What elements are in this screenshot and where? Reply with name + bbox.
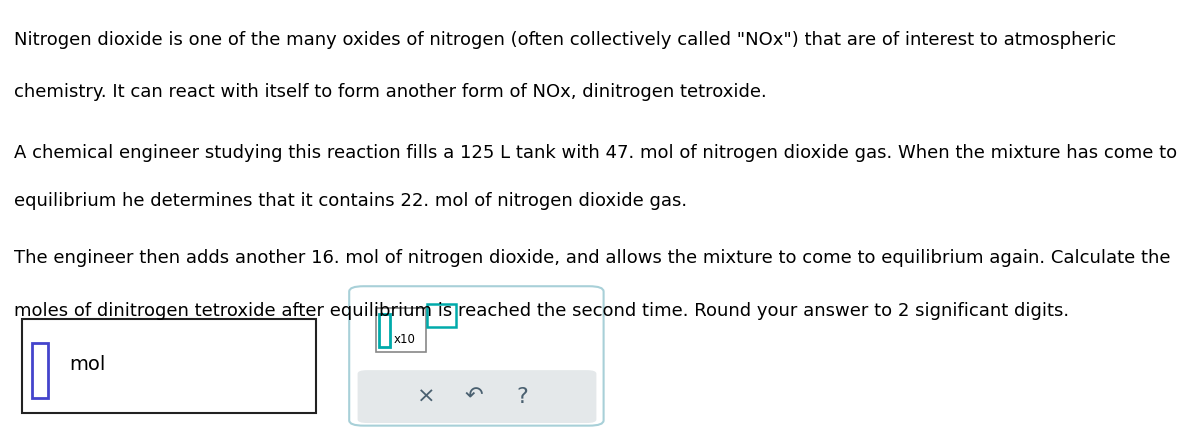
Text: equilibrium he determines that it contains 22. mol of nitrogen dioxide gas.: equilibrium he determines that it contai… [14, 192, 688, 210]
Text: mol: mol [70, 355, 106, 375]
Bar [22, 319, 316, 413]
Bar [32, 343, 48, 398]
Bar [376, 308, 426, 352]
Text: ×: × [416, 387, 436, 407]
Text: ↶: ↶ [464, 387, 484, 407]
Text: chemistry. It can react with itself to form another form of NOx, dinitrogen tetr: chemistry. It can react with itself to f… [14, 83, 767, 101]
Bar [379, 314, 390, 347]
Text: x10: x10 [394, 333, 415, 347]
Text: The engineer then adds another 16. mol of nitrogen dioxide, and allows the mixtu: The engineer then adds another 16. mol o… [14, 249, 1171, 267]
Text: moles of dinitrogen tetroxide after equilibrium is reached the second time. Roun: moles of dinitrogen tetroxide after equi… [14, 302, 1069, 319]
Text: A chemical engineer studying this reaction fills a 125 L tank with 47. mol of ni: A chemical engineer studying this reacti… [14, 144, 1177, 162]
Text: ?: ? [516, 387, 528, 407]
Bar [427, 304, 456, 327]
FancyBboxPatch shape [358, 370, 596, 423]
Text: Nitrogen dioxide is one of the many oxides of nitrogen (often collectively calle: Nitrogen dioxide is one of the many oxid… [14, 31, 1116, 49]
FancyBboxPatch shape [349, 286, 604, 426]
